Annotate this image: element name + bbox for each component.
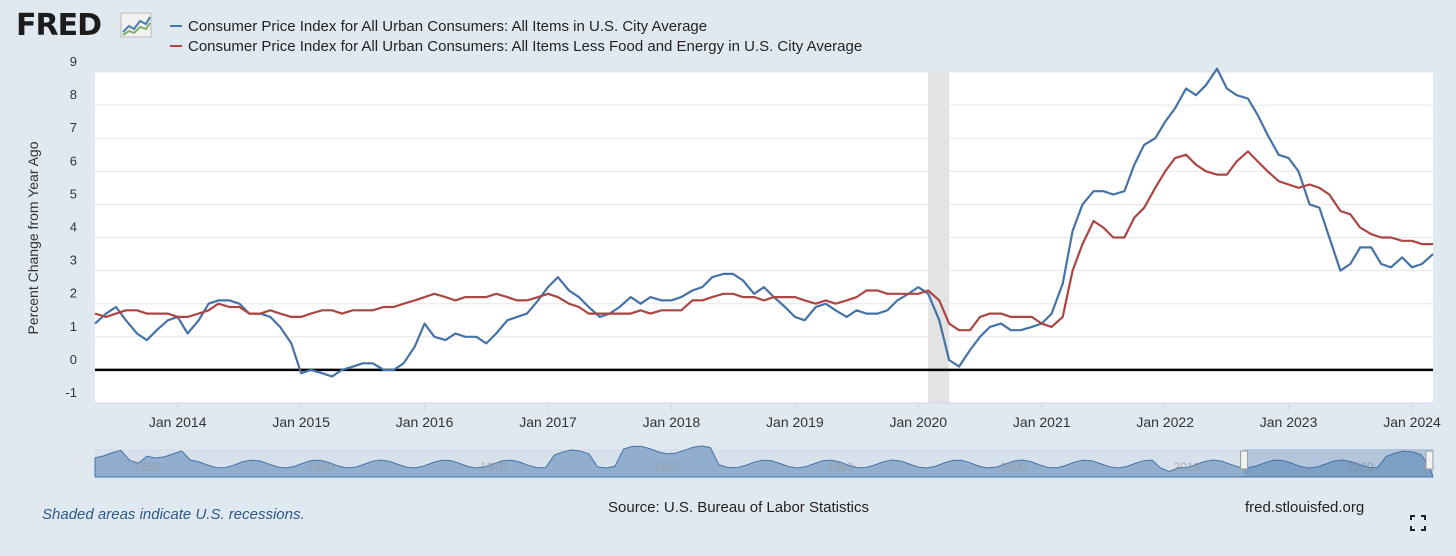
y-tick-label: 3 — [70, 253, 77, 268]
x-tick-label: Jan 2019 — [766, 414, 824, 430]
x-tick-label: Jan 2021 — [1013, 414, 1071, 430]
navigator-year-labels: 1950 1960 1970 1980 1990 2000 2010 2020 — [134, 460, 1374, 474]
legend-label-all-items: Consumer Price Index for All Urban Consu… — [188, 17, 708, 35]
series-line-core[interactable] — [94, 150, 1433, 332]
navigator-year-label: 1980 — [654, 460, 681, 474]
y-tick-label: 2 — [70, 286, 77, 301]
legend-item-core[interactable]: Consumer Price Index for All Urban Consu… — [170, 36, 862, 56]
x-tick-label: Jan 2018 — [643, 414, 701, 430]
y-tick-label: -1 — [65, 385, 77, 400]
navigator-area — [94, 445, 1434, 478]
series-lines — [94, 67, 1434, 378]
navigator-right-handle[interactable] — [1425, 450, 1434, 470]
data-source: Source: U.S. Bureau of Labor Statistics — [608, 499, 869, 516]
fullscreen-icon[interactable] — [1410, 515, 1426, 531]
legend-label-core: Consumer Price Index for All Urban Consu… — [188, 37, 863, 55]
navigator-left-handle[interactable] — [1240, 450, 1249, 470]
x-tick-label: Jan 2016 — [396, 414, 454, 430]
navigator-selection[interactable] — [1244, 449, 1433, 477]
x-tick-label: Jan 2022 — [1136, 414, 1194, 430]
x-tick-label: Jan 2017 — [519, 414, 577, 430]
navigator-year-label: 1950 — [134, 460, 161, 474]
range-navigator[interactable]: 1950 1960 1970 1980 1990 2000 2010 2020 — [94, 445, 1434, 478]
recession-note: Shaded areas indicate U.S. recessions. — [42, 506, 305, 523]
y-tick-label: 4 — [70, 220, 77, 235]
navigator-year-label: 1990 — [827, 460, 854, 474]
chart-legend: Consumer Price Index for All Urban Consu… — [170, 16, 862, 56]
y-axis-label: Percent Change from Year Ago — [25, 141, 41, 334]
x-tick-label: Jan 2024 — [1383, 414, 1441, 430]
legend-swatch-core — [170, 45, 182, 47]
x-tick-label: Jan 2020 — [889, 414, 947, 430]
site-link[interactable]: fred.stlouisfed.org — [1245, 499, 1365, 516]
y-tick-label: 9 — [70, 54, 77, 69]
navigator-year-label: 2020 — [1347, 460, 1374, 474]
fred-logo[interactable]: FRED — [16, 8, 102, 43]
navigator-year-label: 1970 — [480, 460, 507, 474]
y-tick-label: 5 — [70, 186, 77, 201]
x-tick-label: Jan 2023 — [1260, 414, 1318, 430]
legend-swatch-all-items — [170, 25, 182, 27]
y-tick-label: 7 — [70, 120, 77, 135]
y-tick-label: 8 — [70, 87, 77, 102]
x-tick-label: Jan 2014 — [149, 414, 207, 430]
y-axis-ticks: -1 0 1 2 3 4 5 6 7 8 9 — [65, 54, 77, 400]
navigator-year-label: 2000 — [1000, 460, 1027, 474]
line-chart-icon — [120, 12, 152, 38]
legend-item-all-items[interactable]: Consumer Price Index for All Urban Consu… — [170, 16, 862, 36]
y-tick-label: 6 — [70, 153, 77, 168]
navigator-year-label: 2010 — [1174, 460, 1201, 474]
x-tick-label: Jan 2015 — [272, 414, 330, 430]
x-axis-ticks: Jan 2014 Jan 2015 Jan 2016 Jan 2017 Jan 2018… — [95, 402, 1441, 430]
navigator-year-label: 1960 — [307, 460, 334, 474]
series-line-all-items[interactable] — [94, 67, 1434, 378]
y-tick-label: 0 — [70, 352, 77, 367]
y-tick-label: 1 — [70, 319, 77, 334]
